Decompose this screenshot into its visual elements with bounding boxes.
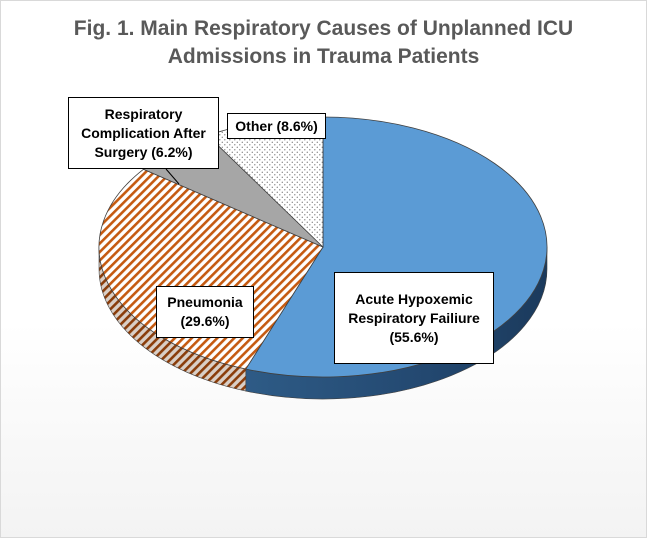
chart-title: Fig. 1. Main Respiratory Causes of Unpla… xyxy=(1,15,646,71)
slice-label-line: Respiratory xyxy=(104,105,183,122)
chart-title-line-2: Admissions in Trauma Patients xyxy=(167,45,480,68)
slice-label-respiratory-complication: Respiratory Complication After Surgery (… xyxy=(68,97,219,169)
slice-pneumonia xyxy=(98,168,324,370)
leader-lines xyxy=(165,168,180,185)
slice-label-line: Surgery (6.2%) xyxy=(94,143,193,160)
chart-title-line-1: Fig. 1. Main Respiratory Causes of Unpla… xyxy=(73,17,574,40)
slice-label-line: Acute Hypoxemic xyxy=(355,290,473,307)
slice-label-line: (29.6%) xyxy=(180,313,230,329)
slice-label-line: Respiratory Failiure xyxy=(348,309,480,326)
slice-label-line: Pneumonia xyxy=(167,294,243,310)
leader-line-respiratory-complication xyxy=(165,168,180,185)
slice-label-line: (55.6%) xyxy=(389,328,439,345)
slice-label-line: Other (8.6%) xyxy=(235,117,318,134)
slice-label-acute-hypoxemic: Acute Hypoxemic Respiratory Failiure (55… xyxy=(334,272,494,364)
slice-label-line: Complication After xyxy=(81,124,206,141)
slice-label-other: Other (8.6%) xyxy=(227,113,326,139)
slice-label-pneumonia: Pneumonia (29.6%) xyxy=(156,286,254,338)
